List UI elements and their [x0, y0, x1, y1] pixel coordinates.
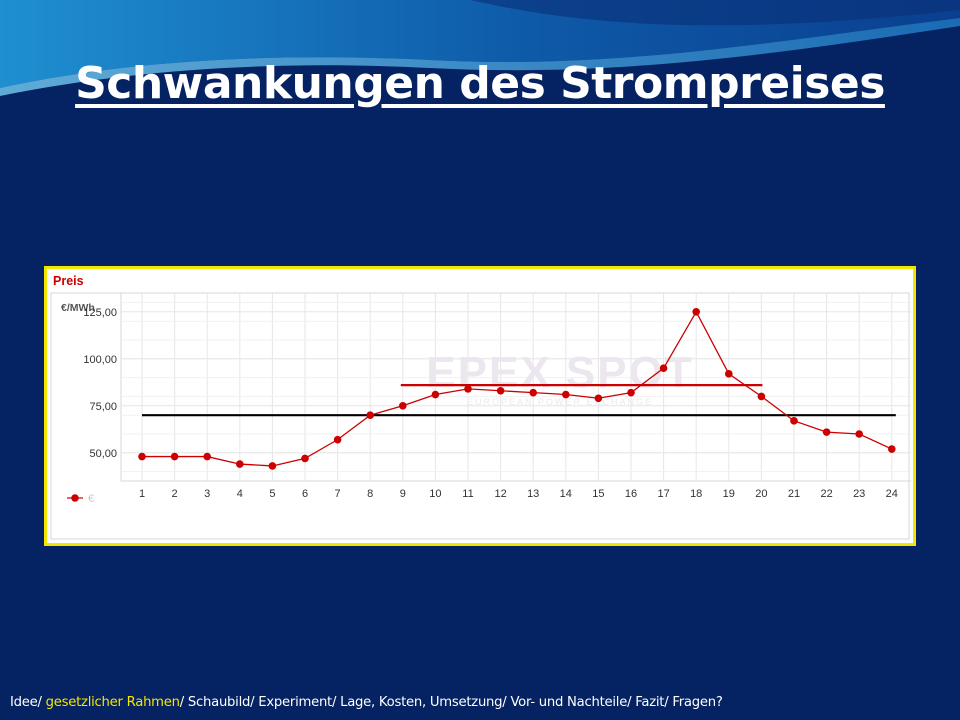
- data-point: [822, 428, 831, 436]
- data-point: [562, 390, 570, 399]
- nav-item-fragen[interactable]: Fragen: [672, 695, 716, 710]
- y-tick-label: 75,00: [89, 401, 117, 413]
- x-tick-label: 2: [172, 488, 178, 500]
- x-tick-label: 6: [302, 488, 308, 500]
- y-tick-label: 125,00: [83, 307, 117, 319]
- legend-label: €: [88, 493, 94, 505]
- nav-separator: /: [627, 695, 636, 710]
- footer-navigation: Idee/ gesetzlicher Rahmen/ Schaubild/ Ex…: [10, 695, 955, 710]
- nav-item-schaubild[interactable]: Schaubild: [187, 695, 251, 710]
- x-tick-label: 19: [723, 488, 735, 500]
- x-tick-label: 1: [139, 488, 145, 500]
- x-tick-label: 8: [367, 488, 373, 500]
- y-tick-label: 50,00: [89, 448, 117, 460]
- nav-separator: /: [664, 695, 673, 710]
- nav-end-mark: ?: [715, 695, 723, 710]
- plot-outline: [50, 292, 910, 540]
- data-point: [138, 452, 146, 461]
- data-point: [464, 385, 472, 393]
- x-tick-label: 17: [657, 488, 669, 500]
- data-point: [366, 411, 375, 419]
- x-tick-label: 22: [820, 488, 832, 500]
- data-point: [203, 452, 211, 461]
- nav-item-idee[interactable]: Idee: [10, 695, 38, 710]
- data-point: [431, 390, 440, 399]
- x-tick-label: 9: [400, 488, 406, 500]
- x-tick-label: 11: [462, 488, 473, 500]
- y-tick-label: 100,00: [83, 354, 117, 366]
- chart-frame: Preis €/MWh EPEX SPOT EUROPEAN POWER EXCHAN…: [44, 266, 916, 546]
- data-point: [725, 370, 733, 378]
- data-point: [529, 388, 537, 397]
- watermark-subtitle: EUROPEAN POWER EXCHANGE: [467, 397, 653, 407]
- x-tick-label: 14: [560, 488, 572, 500]
- data-point: [496, 386, 505, 395]
- x-tick-label: 16: [625, 488, 637, 500]
- nav-item-vor-und-nachteile[interactable]: Vor- und Nachteile: [510, 695, 628, 710]
- nav-separator: /: [502, 695, 511, 710]
- legend-marker: [71, 494, 79, 502]
- nav-item-lage-kosten-umsetzung[interactable]: Lage, Kosten, Umsetzung: [340, 695, 503, 710]
- nav-separator: /: [250, 695, 259, 710]
- data-point: [333, 435, 342, 444]
- y-axis-label: €/MWh: [61, 302, 95, 314]
- data-point: [170, 452, 179, 461]
- nav-item-experiment[interactable]: Experiment: [258, 695, 332, 710]
- x-tick-label: 12: [494, 488, 506, 500]
- data-point: [855, 430, 863, 438]
- data-point: [888, 445, 896, 453]
- series-line: [142, 310, 893, 467]
- data-point: [692, 308, 700, 316]
- slide-title: Schwankungen des Strompreises: [75, 58, 885, 109]
- data-point: [399, 402, 407, 410]
- data-point: [268, 462, 277, 470]
- x-tick-label: 5: [269, 488, 275, 500]
- nav-item-gesetzlicher-rahmen[interactable]: gesetzlicher Rahmen: [45, 695, 180, 710]
- x-tick-label: 10: [429, 488, 441, 500]
- data-point: [659, 364, 668, 372]
- nav-item-fazit[interactable]: Fazit: [635, 695, 665, 710]
- header-wave-decoration: [0, 0, 960, 96]
- x-tick-label: 18: [690, 488, 702, 500]
- x-tick-label: 15: [592, 488, 604, 500]
- data-point: [790, 417, 798, 425]
- chart-title: Preis: [53, 274, 84, 288]
- x-tick-label: 4: [237, 488, 243, 500]
- x-tick-label: 20: [755, 488, 767, 500]
- data-point: [594, 394, 603, 403]
- x-tick-label: 13: [527, 488, 539, 500]
- x-tick-label: 7: [335, 488, 341, 500]
- data-point: [627, 388, 635, 397]
- x-tick-label: 21: [788, 488, 800, 500]
- x-tick-label: 3: [204, 488, 210, 500]
- nav-separator: /: [179, 695, 188, 710]
- nav-separator: /: [37, 695, 46, 710]
- x-tick-label: 24: [886, 488, 898, 500]
- x-tick-label: 23: [853, 488, 865, 500]
- data-point: [301, 454, 309, 463]
- nav-separator: /: [331, 695, 341, 710]
- data-point: [236, 460, 244, 468]
- data-point: [757, 392, 766, 401]
